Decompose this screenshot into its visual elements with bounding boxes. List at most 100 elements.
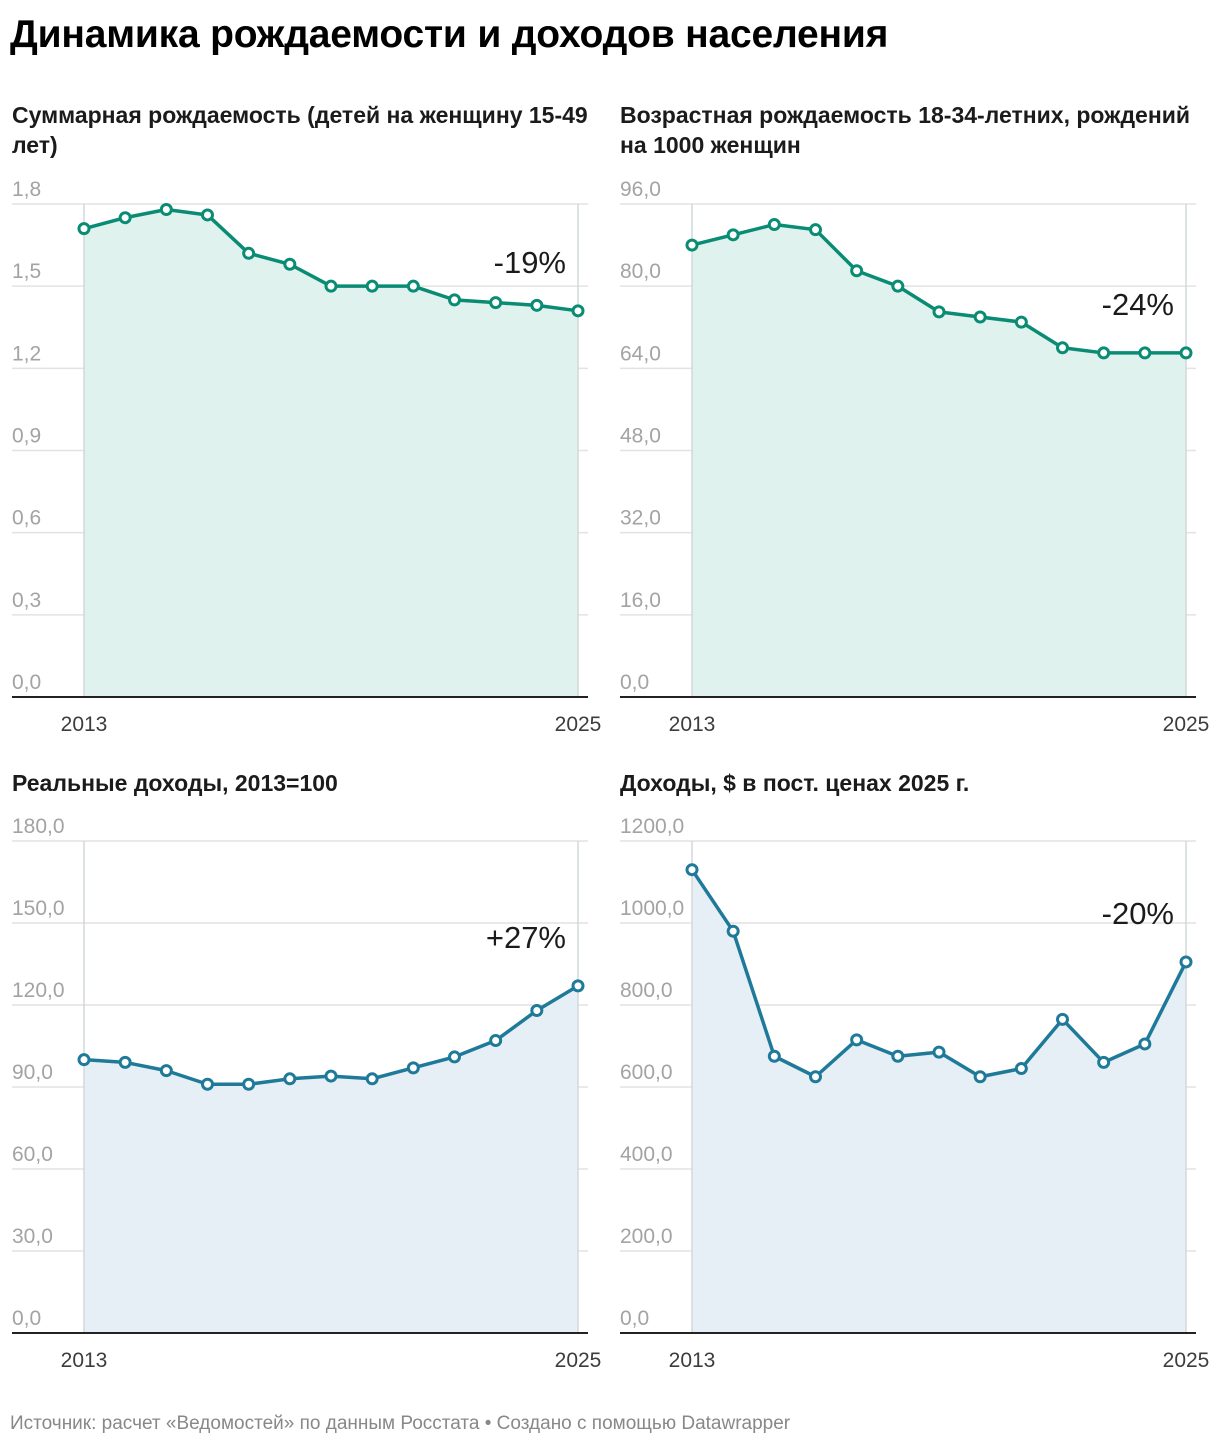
data-point <box>726 924 740 938</box>
data-point <box>283 1072 297 1086</box>
change-annotation: -20% <box>1102 896 1174 931</box>
data-point <box>77 222 91 236</box>
data-point <box>891 1049 905 1063</box>
y-tick-label: 16,0 <box>620 589 661 612</box>
data-point <box>365 279 379 293</box>
data-point <box>1138 1037 1152 1051</box>
y-tick-label: 96,0 <box>620 178 661 201</box>
y-tick-label: 0,0 <box>620 1307 649 1330</box>
change-annotation: -19% <box>494 245 566 280</box>
data-point <box>159 202 173 216</box>
chart-panel-income-usd: Доходы, $ в пост. ценах 2025 г. 1200,0 10… <box>620 768 1220 1408</box>
data-point <box>1097 346 1111 360</box>
area-fill <box>692 224 1186 697</box>
y-tick-label: 80,0 <box>620 260 661 283</box>
data-point <box>726 228 740 242</box>
data-point <box>850 1033 864 1047</box>
y-tick-label: 60,0 <box>12 1143 53 1166</box>
y-tick-label: 600,0 <box>620 1061 673 1084</box>
data-point <box>571 304 585 318</box>
area-fill <box>692 869 1186 1333</box>
data-point <box>1179 955 1193 969</box>
y-tick-label: 0,9 <box>12 425 41 448</box>
area-fill <box>84 209 578 697</box>
y-tick-label: 1000,0 <box>620 897 684 920</box>
data-point <box>685 863 699 877</box>
data-point <box>201 208 214 222</box>
chart-svg: 96,0 80,0 64,0 48,0 32,0 16,0 0,0 2013 2025 -24% <box>620 178 1210 736</box>
y-tick-label: 1,8 <box>12 178 41 201</box>
chart-title: Реальные доходы, 2013=100 <box>12 770 338 796</box>
chart-title: Возрастная рождаемость 18-34-летних, рож… <box>620 102 1191 158</box>
x-tick-label: 2025 <box>555 713 602 736</box>
data-point <box>1056 341 1069 355</box>
data-point <box>118 211 132 225</box>
data-point <box>1138 346 1152 360</box>
chart-title: Доходы, $ в пост. ценах 2025 г. <box>620 770 970 796</box>
y-tick-label: 1200,0 <box>620 815 684 838</box>
y-tick-label: 0,0 <box>12 1307 41 1330</box>
y-tick-label: 64,0 <box>620 342 661 365</box>
y-tick-label: 48,0 <box>620 425 661 448</box>
data-point <box>448 1050 461 1064</box>
source-footer: Источник: расчет «Ведомостей» по данным … <box>10 1413 791 1434</box>
data-point <box>159 1064 173 1078</box>
data-point <box>77 1053 91 1067</box>
data-point <box>406 279 420 293</box>
y-tick-label: 0,0 <box>620 671 649 694</box>
data-point <box>201 1077 214 1091</box>
y-tick-label: 0,0 <box>12 671 41 694</box>
data-point <box>530 298 544 312</box>
data-point <box>767 218 781 232</box>
data-point <box>283 257 297 271</box>
y-tick-label: 200,0 <box>620 1225 673 1248</box>
data-point <box>685 238 699 252</box>
y-tick-label: 0,6 <box>12 507 41 530</box>
data-point <box>850 264 864 278</box>
chart-svg: 180,0 150,0 120,0 90,0 60,0 30,0 0,0 2013 2025 +2… <box>12 815 602 1372</box>
y-tick-label: 0,3 <box>12 589 41 612</box>
chart-svg: 1,8 1,5 1,2 0,9 0,6 0,3 0,0 2013 2025 -19% <box>12 178 602 736</box>
area-fill <box>84 985 578 1333</box>
data-point <box>530 1003 544 1017</box>
y-tick-label: 32,0 <box>620 507 661 530</box>
data-point <box>324 279 338 293</box>
data-point <box>1014 1062 1028 1076</box>
data-point <box>891 279 905 293</box>
data-point <box>809 1070 822 1084</box>
x-tick-label: 2025 <box>1163 713 1210 736</box>
y-tick-label: 1,2 <box>12 342 41 365</box>
chart-title: Суммарная рождаемость (детей на женщину … <box>12 102 588 158</box>
chart-panel-real-income: Реальные доходы, 2013=100 180,0 150,0 120,… <box>12 768 612 1408</box>
y-tick-label: 1,5 <box>12 260 41 283</box>
data-point <box>118 1055 132 1069</box>
data-point <box>365 1072 379 1086</box>
change-annotation: +27% <box>486 920 566 955</box>
main-title: Динамика рождаемости и доходов населения <box>10 13 889 56</box>
data-point <box>932 1045 946 1059</box>
data-point <box>1014 315 1028 329</box>
data-point <box>448 293 461 307</box>
data-point <box>973 1070 987 1084</box>
x-tick-label: 2025 <box>555 1349 602 1372</box>
data-point <box>489 1034 503 1048</box>
x-tick-label: 2013 <box>669 713 716 736</box>
data-point <box>973 310 987 324</box>
data-point <box>809 223 822 237</box>
y-tick-label: 90,0 <box>12 1061 53 1084</box>
change-annotation: -24% <box>1102 287 1174 322</box>
data-point <box>324 1069 338 1083</box>
data-point <box>767 1049 781 1063</box>
y-tick-label: 120,0 <box>12 979 65 1002</box>
y-tick-label: 150,0 <box>12 897 65 920</box>
y-tick-label: 180,0 <box>12 815 65 838</box>
chart-panel-age-fertility: Возрастная рождаемость 18-34-летних, рож… <box>620 100 1220 740</box>
data-point <box>1056 1012 1069 1026</box>
data-point <box>571 979 585 993</box>
chart-panel-total-fertility: Суммарная рождаемость (детей на женщину … <box>12 100 612 740</box>
x-tick-label: 2013 <box>669 1349 716 1372</box>
y-tick-label: 800,0 <box>620 979 673 1002</box>
x-tick-label: 2013 <box>61 713 108 736</box>
data-point <box>1179 346 1193 360</box>
data-point <box>242 1077 256 1091</box>
